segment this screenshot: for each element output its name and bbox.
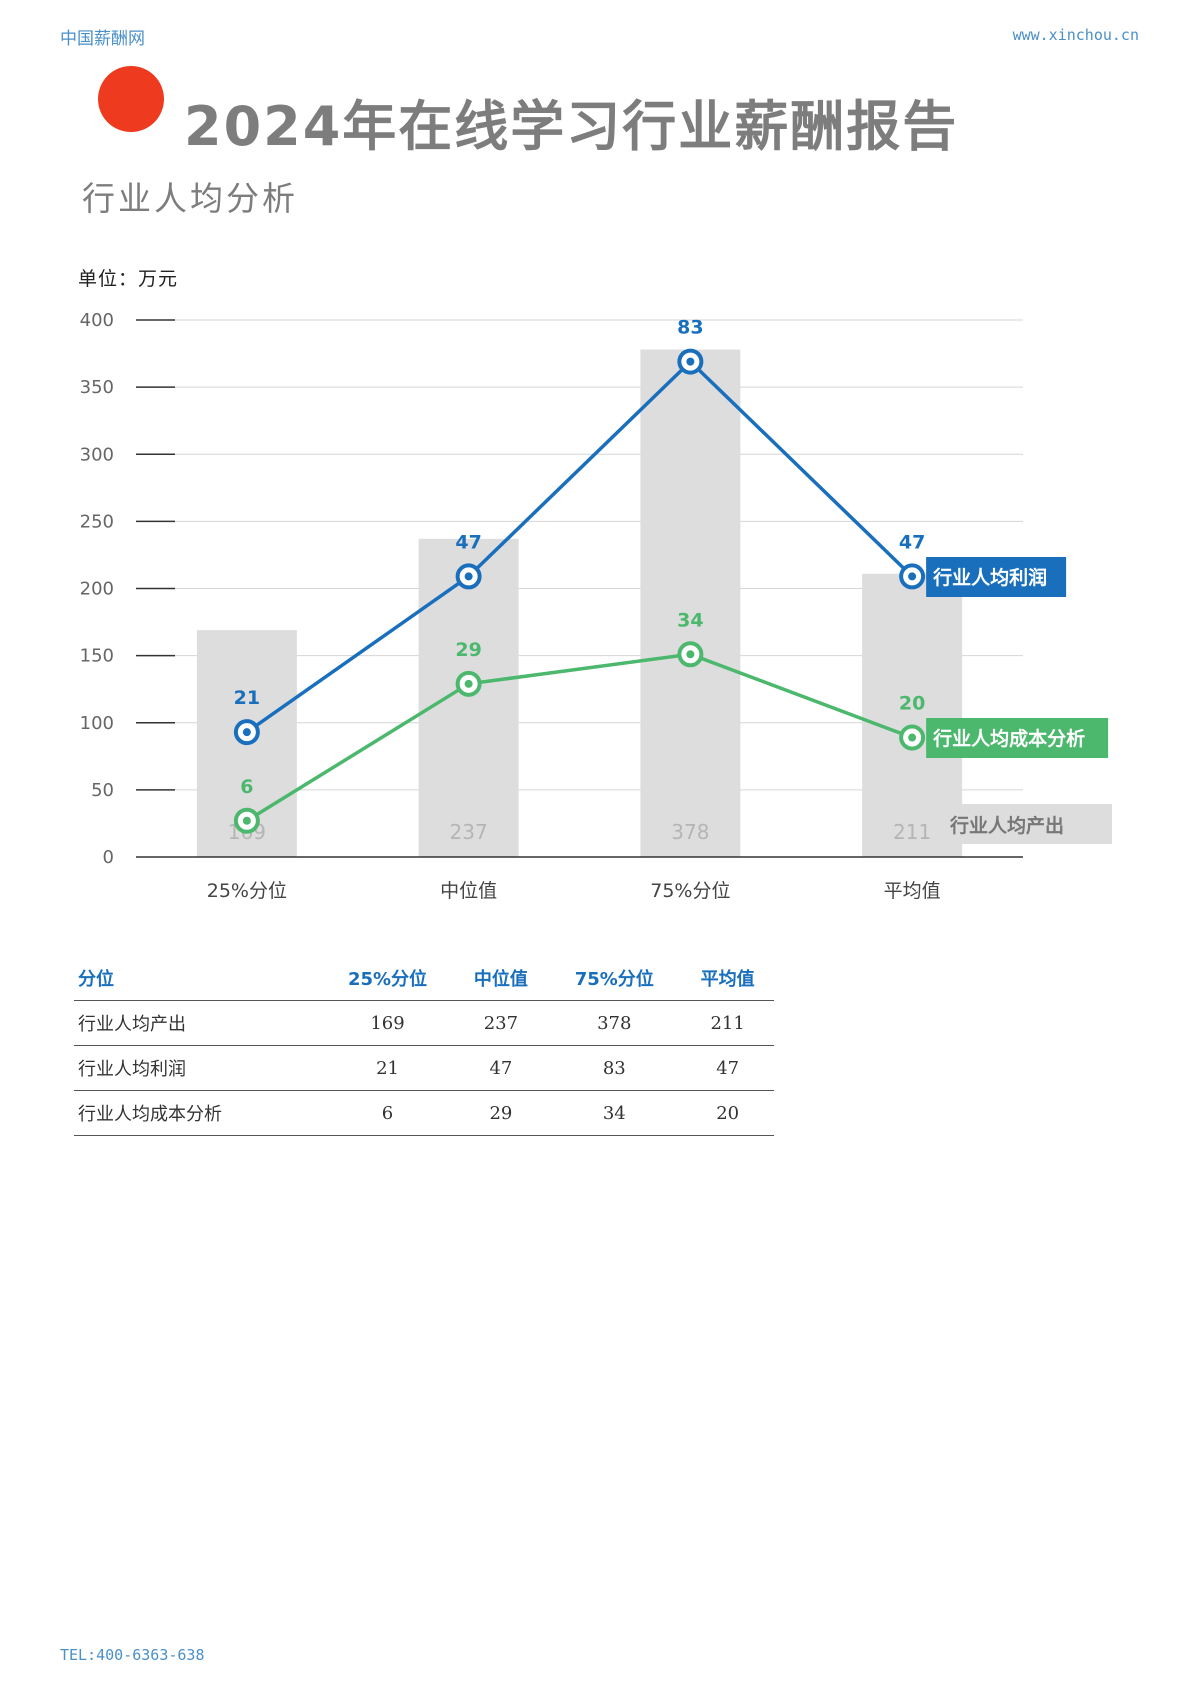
data-label: 47 (899, 531, 925, 553)
site-url[interactable]: www.xinchou.cn (1012, 26, 1139, 44)
y-tick-label: 400 (80, 310, 114, 331)
table-header-cell: 25%分位 (320, 956, 455, 1001)
x-tick-label: 75%分位 (650, 880, 730, 902)
table-cell: 237 (454, 1000, 548, 1046)
bar-value-label: 237 (450, 820, 488, 844)
table-cell: 211 (681, 1000, 774, 1046)
x-tick-label: 中位值 (440, 880, 497, 902)
combo-chart: 050100150200250300350400169237378211行业人均… (80, 310, 1112, 902)
table-cell: 378 (547, 1000, 682, 1046)
data-label: 21 (234, 687, 260, 709)
data-label: 34 (677, 609, 703, 631)
data-label: 6 (240, 776, 253, 798)
series-line (245, 359, 914, 734)
legend-bar-box (938, 804, 1112, 844)
page-subtitle: 行业人均分析 (82, 179, 298, 218)
table-row: 行业人均产出 169 237 378 211 (74, 1000, 774, 1046)
data-table: 分位 25%分位 中位值 75%分位 平均值 行业人均产出 169 237 37… (74, 956, 774, 1136)
x-tick-label: 25%分位 (207, 880, 287, 902)
table-header-cell: 平均值 (681, 956, 774, 1001)
legend-line-label: 行业人均利润 (932, 566, 1047, 589)
table-row-label: 行业人均产出 (74, 1000, 321, 1046)
table-cell: 6 (320, 1090, 455, 1136)
data-label: 83 (677, 317, 703, 339)
site-name: 中国薪酬网 (60, 29, 145, 49)
data-point-center (464, 572, 473, 581)
table-header-cell: 中位值 (454, 956, 548, 1001)
legend-bar-label: 行业人均产出 (949, 814, 1064, 837)
data-point-center (908, 733, 917, 742)
bar-value-label: 378 (671, 820, 709, 844)
page-title: 2024年在线学习行业薪酬报告 (184, 95, 959, 158)
data-point-center (464, 679, 473, 688)
data-point-center (242, 728, 251, 737)
table-cell: 21 (320, 1045, 455, 1091)
table-header-cell: 分位 (74, 956, 321, 1001)
legend-line-label: 行业人均成本分析 (932, 727, 1085, 750)
table-cell: 47 (681, 1045, 774, 1091)
series-line (245, 652, 913, 823)
accent-dot (98, 66, 164, 132)
table-cell: 169 (320, 1000, 455, 1046)
data-label: 29 (455, 639, 481, 661)
data-label: 47 (455, 531, 481, 553)
data-label: 20 (899, 693, 925, 715)
table-cell: 47 (454, 1045, 548, 1091)
y-tick-label: 150 (80, 646, 114, 667)
table-cell: 29 (454, 1090, 548, 1136)
bar (640, 349, 741, 857)
table-cell: 34 (547, 1090, 682, 1136)
footer-tel: TEL:400-6363-638 (60, 1646, 205, 1664)
bar-value-label: 211 (893, 820, 931, 844)
bar (418, 538, 519, 857)
table-cell: 83 (547, 1045, 682, 1091)
table-row-label: 行业人均利润 (74, 1045, 321, 1091)
data-point-center (686, 357, 695, 366)
legend-line-box (926, 557, 1067, 597)
data-point-center (242, 816, 251, 825)
table-row-label: 行业人均成本分析 (74, 1090, 321, 1136)
legend-line-box (926, 718, 1109, 758)
table-row: 行业人均利润 21 47 83 47 (74, 1045, 774, 1091)
y-tick-label: 100 (80, 713, 114, 734)
table-header-cell: 75%分位 (547, 956, 682, 1001)
y-tick-label: 350 (80, 377, 114, 398)
y-tick-label: 200 (80, 579, 114, 600)
y-tick-label: 50 (91, 780, 114, 801)
unit-label: 单位：万元 (78, 268, 179, 290)
y-tick-label: 0 (103, 847, 114, 868)
table-row: 行业人均成本分析 6 29 34 20 (74, 1090, 774, 1136)
y-tick-label: 250 (80, 511, 114, 532)
table-header-row: 分位 25%分位 中位值 75%分位 平均值 (74, 956, 774, 1001)
data-point-center (686, 650, 695, 659)
y-tick-label: 300 (80, 444, 114, 465)
data-point-center (908, 572, 917, 581)
x-tick-label: 平均值 (884, 880, 941, 902)
table-cell: 20 (681, 1090, 774, 1136)
